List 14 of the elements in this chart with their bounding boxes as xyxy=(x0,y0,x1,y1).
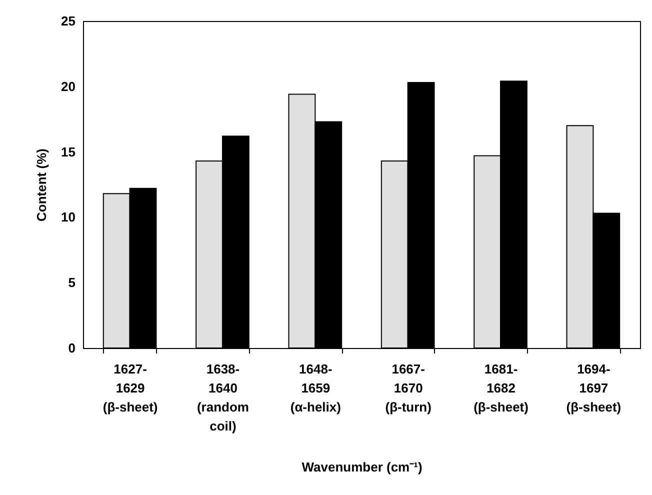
x-axis-title: Wavenumber (cm⁻¹) xyxy=(302,460,422,474)
x-tick-label: 1681- 1682 (β-sheet) xyxy=(474,362,528,414)
y-tick-label: 25 xyxy=(61,14,76,28)
x-tick-label: 1648- 1659 (α-helix) xyxy=(290,362,341,414)
y-tick-label: 10 xyxy=(61,210,76,225)
x-tick-label: 1667- 1670 (β-turn) xyxy=(385,362,432,414)
y-tick-label: 15 xyxy=(61,144,76,160)
y-axis-title: Content (%) xyxy=(34,148,50,222)
y-tick-label: 20 xyxy=(61,78,76,94)
x-tick-label: 1638- 1640 (random coil) xyxy=(196,362,249,434)
x-tick-label: 1694- 1697 (β-sheet) xyxy=(566,362,622,414)
y-tick-label: 0 xyxy=(68,340,76,356)
y-tick-label: 5 xyxy=(68,275,76,290)
x-tick-label: 1627- 1629 (β-sheet) xyxy=(102,362,158,414)
